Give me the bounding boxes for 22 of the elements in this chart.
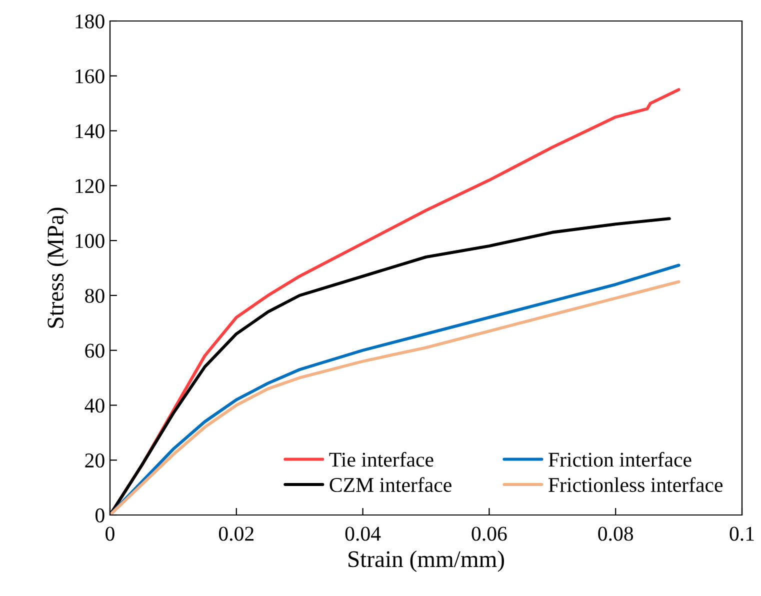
- y-tick-label: 60: [85, 344, 104, 358]
- y-tick-label: 180: [76, 14, 104, 28]
- x-axis-title: Strain (mm/mm): [348, 550, 504, 572]
- x-tick-label: 0.06: [472, 526, 507, 541]
- y-tick-label: 80: [85, 288, 104, 303]
- legend-label: Friction interface: [548, 452, 692, 467]
- y-tick-label: 100: [76, 234, 104, 248]
- y-axis-title: Stress (MPa): [46, 208, 68, 328]
- x-tick-label: 0: [106, 526, 114, 541]
- x-tick-label: 0.08: [598, 526, 634, 541]
- x-tick-label: 0.02: [218, 526, 254, 541]
- x-tick-label: 0.1: [730, 526, 754, 541]
- y-tick-label: 140: [76, 124, 104, 138]
- y-tick-label: 0: [96, 508, 104, 522]
- y-tick-label: 40: [84, 398, 104, 413]
- y-tick-label: 20: [85, 453, 104, 468]
- legend-label: Tie interface: [329, 452, 434, 467]
- y-tick-label: 160: [76, 69, 104, 84]
- x-tick-label: 0.04: [345, 526, 381, 541]
- y-tick-label: 120: [76, 179, 104, 194]
- legend-label: Frictionless interface: [548, 477, 723, 492]
- legend-label: CZM interface: [330, 477, 452, 492]
